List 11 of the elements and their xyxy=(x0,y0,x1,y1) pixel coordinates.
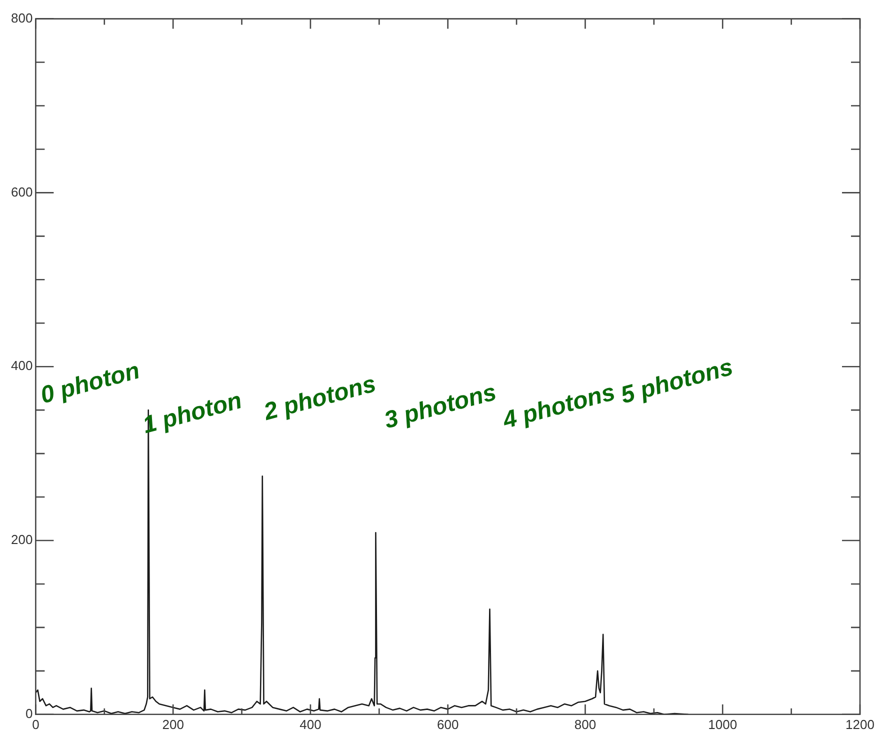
x-tick-label: 1200 xyxy=(846,716,874,732)
x-tick-label: 400 xyxy=(300,716,322,732)
x-tick-label: 1000 xyxy=(708,716,738,732)
x-tick-label: 600 xyxy=(436,716,459,732)
y-tick-label: 600 xyxy=(10,184,33,200)
y-tick-label: 200 xyxy=(10,532,33,548)
x-tick-label: 200 xyxy=(162,716,184,732)
y-tick-label: 800 xyxy=(10,10,33,26)
y-tick-label: 0 xyxy=(25,706,33,721)
y-tick-label: 400 xyxy=(10,358,33,374)
x-tick-label: 800 xyxy=(574,716,596,732)
